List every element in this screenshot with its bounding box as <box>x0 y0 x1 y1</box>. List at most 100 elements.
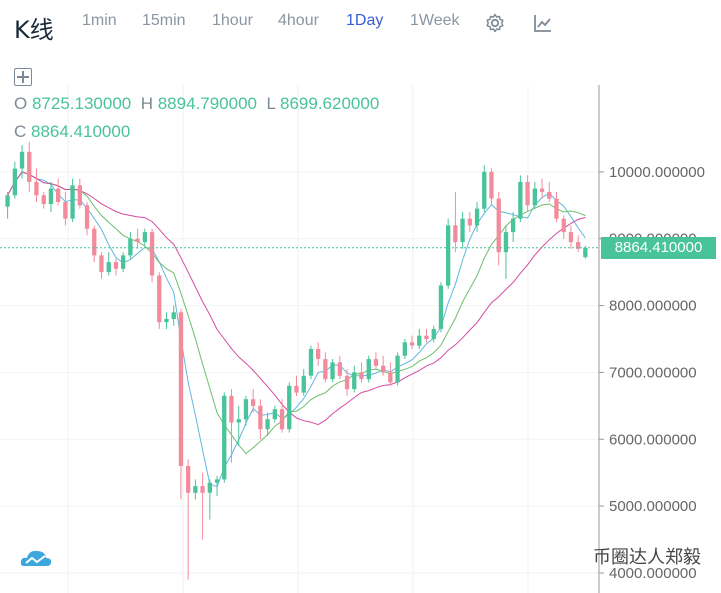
high-label: H <box>140 94 153 113</box>
candle <box>200 472 205 540</box>
close-value: 8864.410000 <box>31 122 131 141</box>
interval-1week[interactable]: 1Week <box>410 12 460 29</box>
candle <box>207 479 212 520</box>
candle <box>48 181 54 212</box>
candle <box>576 235 581 253</box>
y-tick-label: 4000.000000 <box>609 565 697 582</box>
candle <box>236 405 241 446</box>
candle-body <box>99 255 104 273</box>
candle <box>352 365 357 393</box>
candle-body <box>287 385 292 430</box>
candle <box>178 308 184 500</box>
candle <box>359 362 364 383</box>
crosshair-toggle-icon[interactable] <box>14 68 32 86</box>
candle <box>431 325 436 343</box>
candle <box>294 375 299 396</box>
gear-icon[interactable] <box>484 12 506 34</box>
ohlc-row-1: O 8725.130000 H 8894.790000 L 8699.62000… <box>14 94 379 114</box>
interval-1day[interactable]: 1Day <box>346 12 384 29</box>
candle <box>171 305 176 326</box>
candle-body <box>77 185 82 206</box>
last-price-tag: 8864.410000 <box>601 236 716 259</box>
candle-body <box>200 486 205 493</box>
candle-body <box>316 349 321 359</box>
candle <box>554 191 559 223</box>
candle <box>503 225 509 279</box>
grid-lines <box>0 85 599 593</box>
interval-1min[interactable]: 1min <box>82 12 117 29</box>
candle <box>474 201 480 233</box>
interval-1hour[interactable]: 1hour <box>212 12 253 29</box>
moving-average-lines <box>7 171 586 488</box>
ohlc-row-2: C 8864.410000 <box>14 122 130 142</box>
candle <box>70 178 75 223</box>
candle-body <box>453 225 458 243</box>
candle <box>258 399 263 440</box>
candle-body <box>532 188 537 206</box>
interval-4hour[interactable]: 4hour <box>278 12 319 29</box>
candle-body <box>164 318 169 323</box>
candle <box>402 339 407 360</box>
candle-body <box>236 419 241 423</box>
open-label: O <box>14 94 28 113</box>
candle <box>460 212 465 249</box>
candle <box>467 212 472 233</box>
candle-body <box>279 409 285 430</box>
y-tick-label: 6000.000000 <box>609 431 697 448</box>
candle-body <box>474 208 480 226</box>
candle-body <box>128 238 133 256</box>
candle-body <box>583 247 588 258</box>
candle <box>164 312 169 329</box>
candle-body <box>511 218 516 233</box>
candle-body <box>171 312 176 319</box>
interval-15min[interactable]: 15min <box>142 12 186 29</box>
candle-body <box>518 181 523 219</box>
candle-body <box>373 359 379 366</box>
candle-body <box>330 362 335 380</box>
candle-body <box>496 198 501 253</box>
candle <box>12 161 17 199</box>
candle <box>92 225 97 263</box>
candle-body <box>402 342 407 356</box>
candle-body <box>12 168 17 196</box>
candle-body <box>409 342 415 346</box>
high-value: 8894.790000 <box>157 94 257 113</box>
candle-body <box>460 218 465 243</box>
y-tick-label: 8000.000000 <box>609 298 697 315</box>
candle <box>424 328 429 343</box>
candle <box>518 175 523 223</box>
candle <box>395 352 400 386</box>
close-label: C <box>14 122 27 141</box>
candle <box>539 178 545 199</box>
candle-body <box>243 399 249 420</box>
candle <box>316 342 321 366</box>
candle-body <box>395 355 400 383</box>
candle <box>496 191 501 266</box>
candle-body <box>178 312 184 466</box>
candle-body <box>438 285 444 329</box>
ma5-line <box>7 171 586 488</box>
candle-body <box>121 255 126 269</box>
candle-body <box>482 171 487 209</box>
candle-body <box>157 275 162 323</box>
candle <box>243 395 249 426</box>
candle <box>99 252 104 279</box>
candle <box>511 212 516 243</box>
candle <box>56 178 61 206</box>
candle <box>301 369 306 396</box>
candle <box>5 191 10 219</box>
line-chart-icon[interactable] <box>532 12 554 34</box>
candle <box>532 181 537 209</box>
candle <box>27 141 32 192</box>
candle-body <box>272 409 277 420</box>
candle-body <box>539 188 545 192</box>
candle-body <box>214 479 220 483</box>
candle <box>446 218 451 289</box>
low-label: L <box>266 94 276 113</box>
candle <box>330 359 335 383</box>
candle <box>251 389 256 413</box>
candle-body <box>92 228 97 256</box>
watermark: 币圈达人郑毅 <box>593 547 701 567</box>
candle <box>229 389 234 463</box>
